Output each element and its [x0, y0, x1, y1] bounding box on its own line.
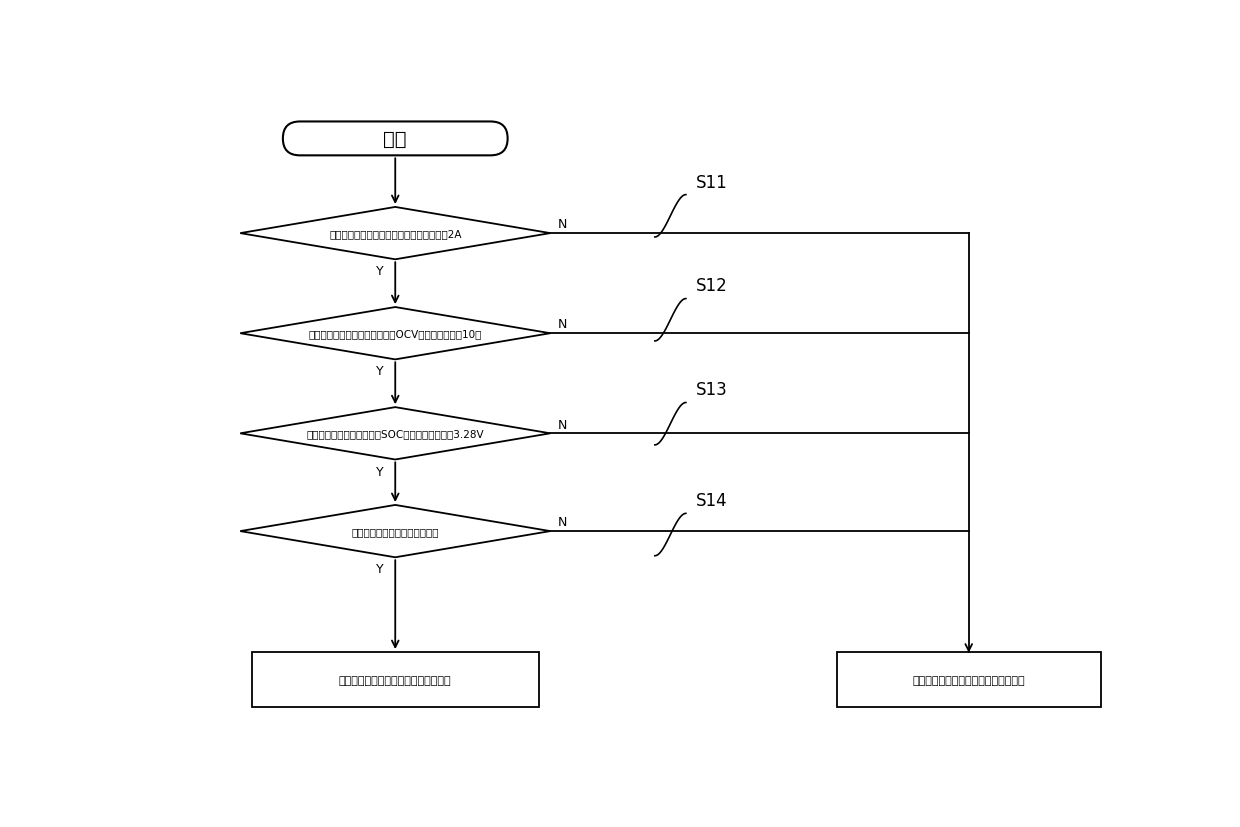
Text: 单体电流取绝对值是否小于等于小电流阈值2A: 单体电流取绝对值是否小于等于小电流阈值2A: [329, 229, 461, 239]
Text: 开始: 开始: [383, 130, 407, 149]
Text: 长时间静置静置标志位是否置位: 长时间静置静置标志位是否置位: [351, 527, 439, 537]
Text: S12: S12: [696, 277, 728, 295]
Text: N: N: [558, 516, 568, 528]
Bar: [837, 653, 1101, 708]
FancyBboxPatch shape: [283, 122, 507, 156]
Text: Y: Y: [376, 465, 383, 478]
Text: 把均衡信息计算功能使能标志位给置位: 把均衡信息计算功能使能标志位给置位: [339, 675, 451, 685]
Polygon shape: [241, 408, 551, 460]
Text: Y: Y: [376, 562, 383, 576]
Text: S14: S14: [696, 492, 728, 509]
Text: 把均衡信息计算功能使能标志位给清零: 把均衡信息计算功能使能标志位给清零: [913, 675, 1025, 685]
Text: 系统最高电压是否小于等于SOC修正低锁电压阈值3.28V: 系统最高电压是否小于等于SOC修正低锁电压阈值3.28V: [306, 428, 484, 439]
Text: N: N: [558, 418, 568, 431]
Text: Y: Y: [376, 265, 383, 278]
Text: Y: Y: [376, 365, 383, 378]
Text: S11: S11: [696, 174, 728, 191]
Polygon shape: [241, 505, 551, 557]
Bar: [252, 653, 538, 708]
Polygon shape: [241, 308, 551, 360]
Text: N: N: [558, 318, 568, 331]
Text: S13: S13: [696, 381, 728, 399]
Text: 系统最小温度是否大于等于使能OCV查表的最低温度10度: 系统最小温度是否大于等于使能OCV查表的最低温度10度: [309, 329, 482, 339]
Polygon shape: [241, 208, 551, 260]
Text: N: N: [558, 218, 568, 231]
